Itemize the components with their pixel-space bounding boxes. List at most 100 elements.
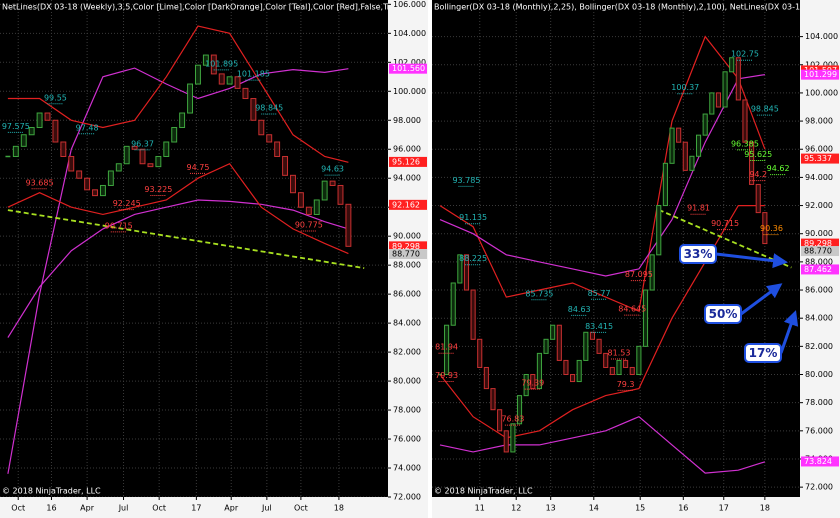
band-line	[439, 74, 765, 277]
candle	[609, 366, 615, 376]
price-tag	[801, 153, 839, 164]
x-tick-label: 18	[760, 504, 770, 513]
band-line	[439, 205, 765, 439]
x-tick-label: Jul	[261, 504, 272, 513]
y-tick-label: 102.000	[805, 60, 838, 69]
callout-label: 33%	[684, 247, 713, 261]
candle	[503, 430, 509, 453]
price-tag-label: 101.560	[392, 64, 425, 73]
price-tag-label: 88.770	[392, 250, 420, 259]
panel: 97.575 99.55 97.48 96.37 101.895 101.185 98.84…	[0, 0, 479, 497]
y-tick-label: 104.000	[393, 29, 426, 38]
candle	[649, 254, 655, 291]
level-label: 90.715	[711, 219, 739, 228]
band-line	[439, 416, 766, 474]
candle	[589, 331, 596, 340]
time-axis	[432, 497, 840, 518]
level-label: 94.2	[749, 170, 767, 179]
price-tag-label: 89.298	[804, 239, 832, 248]
y-tick-label: 102.000	[393, 58, 426, 67]
level-label: 93.225	[144, 185, 172, 194]
candle	[123, 145, 130, 165]
callout-arrow	[740, 283, 783, 316]
callout-label: 17%	[749, 346, 778, 360]
candle	[689, 155, 695, 171]
candle	[52, 119, 59, 143]
candle	[444, 324, 450, 376]
candle	[490, 388, 496, 411]
candle	[576, 359, 582, 383]
y-tick-label: 106.000	[393, 0, 426, 9]
level-label: 91.135	[459, 213, 487, 222]
price-tag-label: 101.299	[804, 70, 837, 79]
y-tick-label: 86.000	[393, 290, 421, 299]
candle	[321, 180, 328, 201]
y-tick-label: 82.000	[805, 342, 833, 351]
candle	[68, 155, 75, 172]
level-label: 96.37	[131, 139, 154, 148]
candle	[510, 423, 516, 453]
price-axis	[800, 0, 840, 518]
candle	[12, 145, 19, 157]
price-tag-label: 95.337	[804, 154, 832, 163]
candle	[115, 163, 122, 172]
candle	[656, 205, 662, 256]
y-tick-label: 94.000	[393, 174, 421, 183]
level-label: 79.3	[617, 380, 635, 389]
level-label: 81.94	[435, 343, 458, 352]
candle	[636, 345, 642, 376]
price-tag	[801, 456, 839, 467]
x-tick-label: 15	[635, 504, 645, 513]
plot-area	[432, 0, 800, 497]
y-tick-label: 80.000	[805, 370, 833, 379]
candle	[450, 282, 456, 326]
level-label: 100.37	[671, 83, 699, 92]
price-tag-label: 87.462	[804, 265, 832, 274]
candle	[735, 57, 741, 101]
level-label: 92.245	[113, 199, 141, 208]
candle	[266, 134, 273, 143]
x-tick-label: Jul	[118, 504, 129, 513]
level-label: 97.48	[76, 123, 99, 132]
indicator-header: NetLines(DX 03-18 (Weekly),3,5,Color [Li…	[2, 3, 479, 12]
x-tick-label: 13	[546, 504, 556, 513]
x-tick-label: 11	[475, 504, 485, 513]
band-line	[7, 199, 349, 338]
candle	[570, 374, 576, 383]
candle	[596, 338, 602, 354]
candle	[583, 331, 589, 361]
level-label: 93.685	[26, 178, 54, 187]
y-tick-label: 76.000	[393, 435, 421, 444]
level-label: 90.715	[105, 221, 133, 230]
level-label: 79.93	[435, 371, 458, 380]
candle	[179, 112, 186, 129]
price-tag	[389, 249, 427, 260]
candle	[695, 134, 702, 157]
band-line	[7, 25, 349, 163]
candle	[463, 254, 470, 291]
level-label: 102.75	[731, 50, 759, 59]
candle	[483, 366, 489, 390]
plot-area	[0, 0, 388, 497]
candle	[755, 183, 761, 214]
candle	[218, 73, 225, 85]
candle	[139, 148, 146, 165]
level-label: 94.62	[767, 164, 790, 173]
candle	[543, 338, 549, 354]
level-label: 85.735	[525, 289, 553, 298]
level-label: 97.575	[2, 122, 30, 131]
candle	[536, 352, 542, 390]
price-tag-label: 89.298	[392, 242, 420, 251]
candle	[99, 184, 106, 197]
candle	[171, 127, 178, 143]
candle	[28, 127, 35, 136]
band-line	[7, 209, 365, 269]
candle	[345, 203, 352, 247]
candle	[722, 71, 728, 108]
candle	[258, 119, 265, 136]
candle	[131, 145, 138, 150]
candle	[563, 359, 569, 376]
y-tick-label: 90.000	[805, 229, 833, 238]
candle	[623, 359, 629, 368]
level-label: 93.785	[452, 176, 480, 185]
